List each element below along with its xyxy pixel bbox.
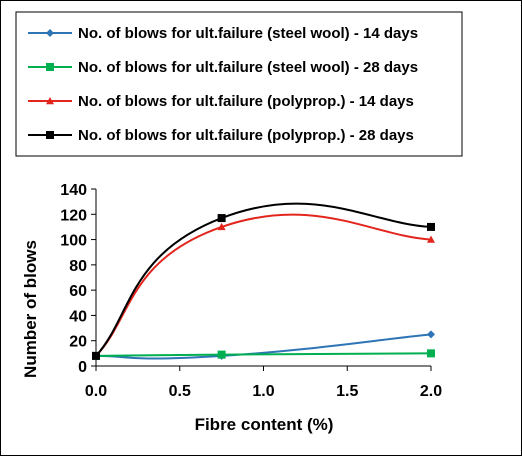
x-tick-label: 2.0 xyxy=(420,383,442,400)
legend-marker xyxy=(46,97,54,105)
data-point xyxy=(427,330,435,339)
legend-marker xyxy=(46,63,54,71)
legend-entry: No. of blows for ult.failure (polyprop.)… xyxy=(28,127,414,144)
data-point xyxy=(427,349,435,358)
data-point xyxy=(217,222,226,231)
legend-marker xyxy=(46,29,54,37)
legend-box xyxy=(15,11,463,157)
x-tick-label: 1.5 xyxy=(336,383,358,400)
axes: 0 20 40 60 80 100 120 140 0.0 0.5 1.0 1.5 2.0 xyxy=(60,182,442,400)
y-tick-label: 20 xyxy=(69,334,87,351)
legend-entry: No. of blows for ult.failure (polyprop.)… xyxy=(28,93,414,110)
legend-label: No. of blows for ult.failure (polyprop.)… xyxy=(78,93,414,110)
data-point xyxy=(427,222,435,231)
y-tick-label: 80 xyxy=(69,258,87,275)
x-tick-label: 0.0 xyxy=(85,383,107,400)
y-tick-label: 140 xyxy=(60,182,87,199)
x-tick-label: 0.5 xyxy=(169,383,191,400)
x-axis-title: Fibre content (%) xyxy=(195,415,334,434)
legend-marker xyxy=(46,131,54,139)
data-point xyxy=(92,351,100,360)
y-tick-label: 60 xyxy=(69,283,87,300)
y-tick-label: 0 xyxy=(78,359,87,376)
series-line xyxy=(95,352,432,357)
legend-entry: No. of blows for ult.failure (steel wool… xyxy=(28,59,418,76)
x-tick-label: 1.0 xyxy=(252,383,274,400)
legend-label: No. of blows for ult.failure (steel wool… xyxy=(78,25,418,42)
data-point xyxy=(217,214,226,223)
legend-label: No. of blows for ult.failure (polyprop.)… xyxy=(78,127,414,144)
legend-entry: No. of blows for ult.failure (steel wool… xyxy=(28,25,418,42)
data-point xyxy=(427,235,435,243)
legend: No. of blows for ult.failure (steel wool… xyxy=(15,11,463,157)
y-tick-label: 40 xyxy=(69,308,87,325)
y-axis-title: Number of blows xyxy=(21,240,40,378)
y-tick-label: 100 xyxy=(60,233,87,250)
y-tick-label: 120 xyxy=(60,207,87,224)
legend-label: No. of blows for ult.failure (steel wool… xyxy=(78,59,418,76)
data-point xyxy=(217,350,226,359)
series-4 xyxy=(92,202,435,360)
series-layer xyxy=(92,202,435,360)
